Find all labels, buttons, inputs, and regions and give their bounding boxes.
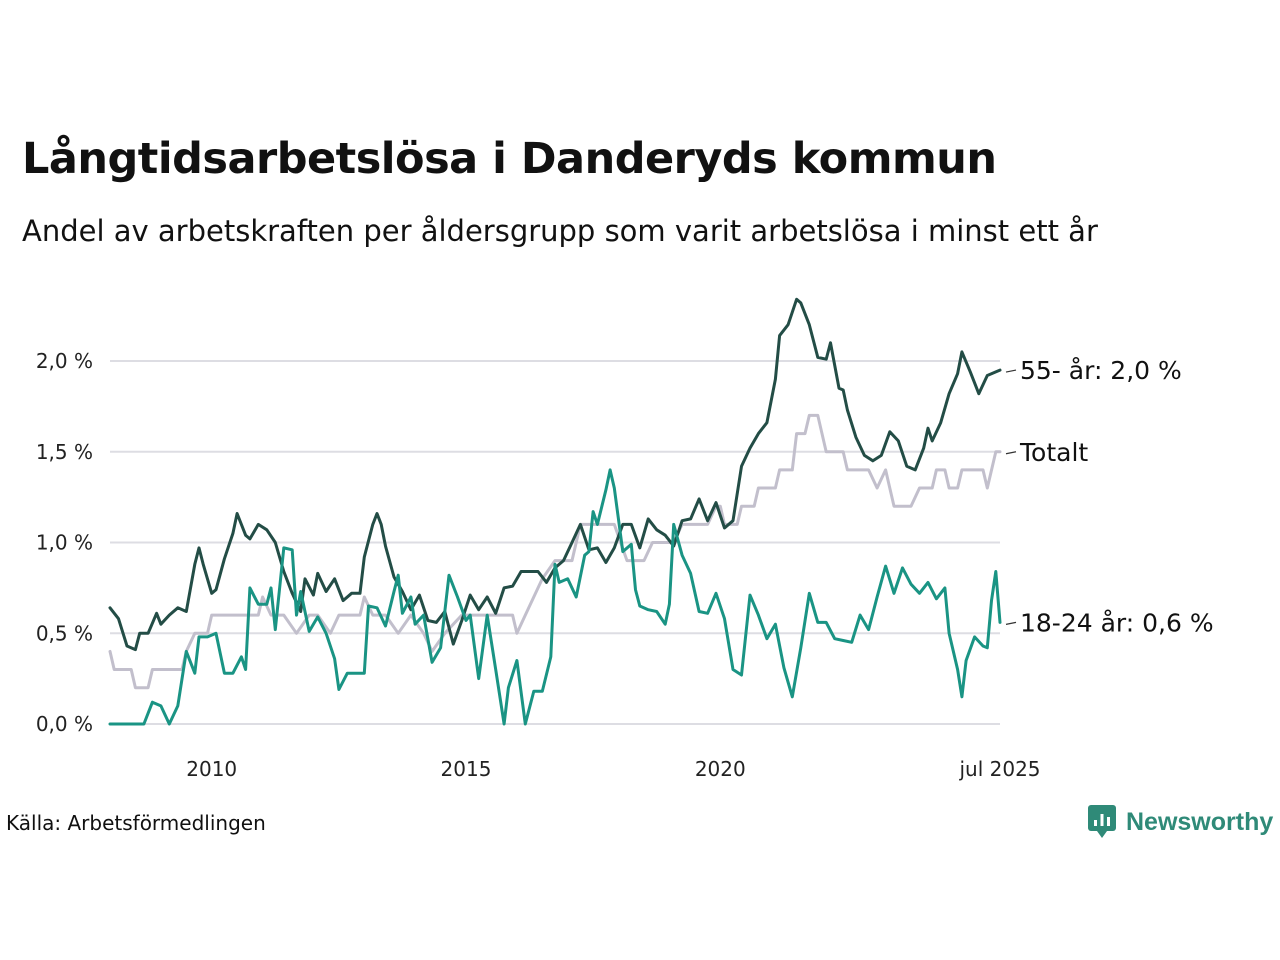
- y-tick-label: 1,5 %: [36, 440, 93, 464]
- chart-subtitle: Andel av arbetskraften per åldersgrupp s…: [22, 214, 1098, 248]
- newsworthy-logo-icon: [1088, 805, 1116, 838]
- end-label-total: Totalt: [1019, 438, 1088, 467]
- end-label-leader: [1005, 369, 1017, 373]
- end-label-leader: [1005, 621, 1017, 625]
- y-tick-label: 2,0 %: [36, 349, 93, 373]
- end-labels: Totalt 55- år: 2,0 % 18-24 år: 0,6 %: [1005, 356, 1214, 637]
- y-tick-label: 0,0 %: [36, 712, 93, 736]
- y-tick-label: 0,5 %: [36, 621, 93, 645]
- y-tick-label: 1,0 %: [36, 531, 93, 555]
- series-line-55plus: [108, 297, 1002, 652]
- series-line-total: [108, 413, 1002, 690]
- source-note: Källa: Arbetsförmedlingen: [6, 811, 266, 835]
- chart-title: Långtidsarbetslösa i Danderyds kommun: [22, 134, 997, 184]
- brand-name: Newsworthy: [1126, 807, 1274, 836]
- end-label-18to24: 18-24 år: 0,6 %: [1020, 608, 1214, 637]
- x-tick-label: 2015: [441, 757, 492, 781]
- x-tick-label: 2010: [186, 757, 237, 781]
- end-label-55plus: 55- år: 2,0 %: [1020, 356, 1182, 385]
- x-tick-label: 2020: [695, 757, 746, 781]
- y-axis-tick-labels: 0,0 % 0,5 % 1,0 % 1,5 % 2,0 %: [36, 349, 93, 736]
- series-lines: [108, 297, 1002, 726]
- x-axis-tick-labels: 2010 2015 2020 jul 2025: [186, 757, 1040, 781]
- end-label-leader: [1005, 451, 1017, 455]
- gridlines: [110, 360, 1000, 725]
- x-tick-label: jul 2025: [958, 757, 1040, 781]
- series-line-18to24: [108, 468, 1002, 726]
- newsworthy-brand[interactable]: Newsworthy: [1088, 804, 1273, 840]
